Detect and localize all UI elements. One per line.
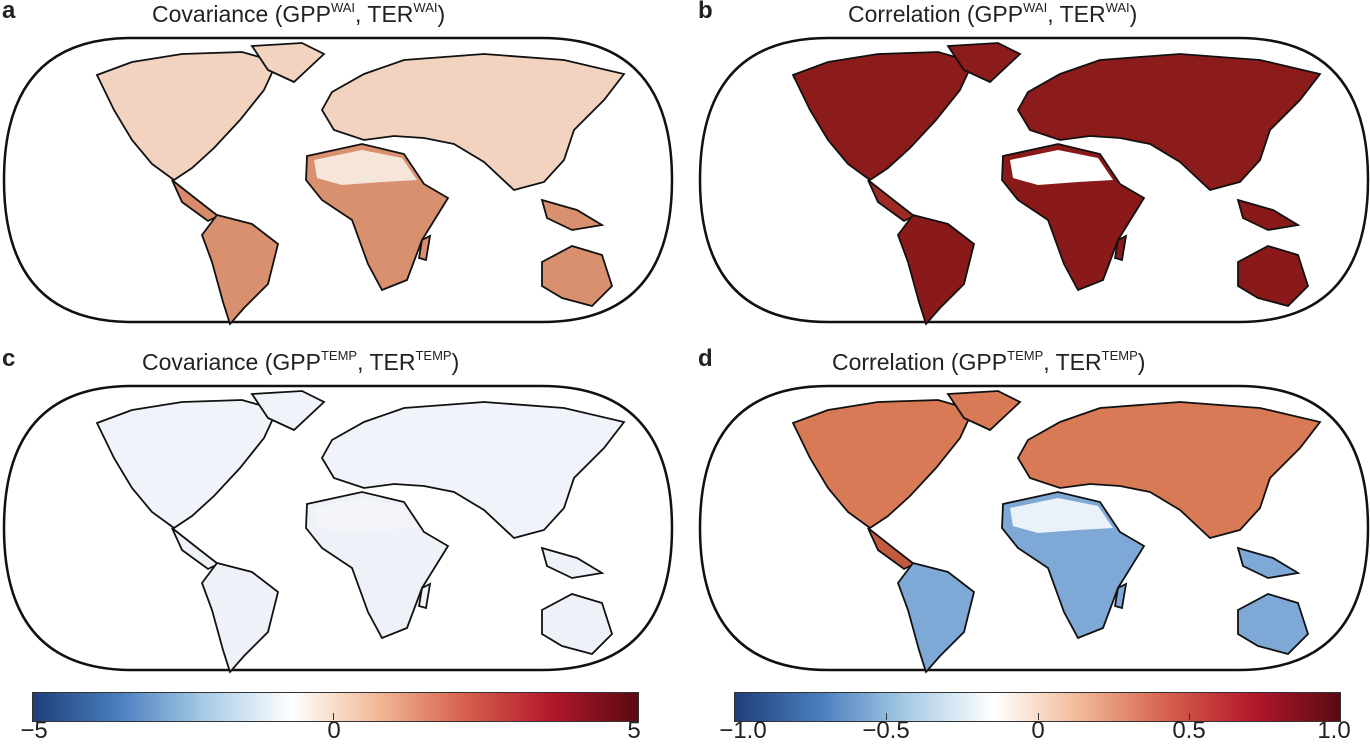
colorbar-covariance <box>32 692 639 722</box>
continent-greenland <box>946 42 1022 84</box>
colorbar-correlation-tick: −1.0 <box>719 717 767 744</box>
continent-southeast-asia <box>540 198 605 231</box>
panel-title: Covariance (GPPTEMP, TERTEMP) <box>142 348 460 375</box>
colorbar-covariance-tick: 5 <box>627 717 641 744</box>
continent-north-america <box>791 399 975 530</box>
colorbar-correlation-tick: −0.5 <box>862 717 910 744</box>
colorbar-covariance-tick: −5 <box>20 717 48 744</box>
continent-north-america <box>791 51 975 182</box>
colorbar-correlation <box>734 692 1341 722</box>
colorbar-covariance-tick: 0 <box>327 717 341 744</box>
continent-central-america <box>171 527 220 571</box>
continent-eurasia <box>1016 53 1322 191</box>
sahara-region <box>314 498 417 533</box>
continent-madagascar <box>417 234 432 262</box>
continent-south-america <box>896 561 976 674</box>
continent-australia <box>541 593 614 656</box>
sahara-region <box>1010 498 1113 533</box>
continent-central-america <box>867 527 916 571</box>
colorbar-correlation-tick: 0 <box>1031 717 1045 744</box>
continent-eurasia <box>320 401 626 539</box>
panel-letter: c <box>2 345 16 372</box>
continent-southeast-asia <box>1236 546 1301 579</box>
world-map <box>2 36 674 326</box>
continent-greenland <box>250 42 326 84</box>
panel-letter: d <box>698 345 713 372</box>
continent-australia <box>1237 593 1310 656</box>
world-map <box>698 36 1370 326</box>
colorbar-correlation-tick: 0.5 <box>1172 717 1206 744</box>
continent-southeast-asia <box>540 546 605 579</box>
map-panel-c: c Covariance (GPPTEMP, TERTEMP) <box>2 345 674 678</box>
world-map <box>2 384 674 674</box>
panel-title: Correlation (GPPTEMP, TERTEMP) <box>832 348 1146 375</box>
continent-north-america <box>95 399 279 530</box>
colorbar-tick-mark <box>886 713 887 720</box>
continent-madagascar <box>1113 582 1128 610</box>
panel-letter: a <box>2 0 16 24</box>
continent-central-america <box>171 179 220 223</box>
map-panel-b: b Correlation (GPPWAI, TERWAI) <box>698 0 1370 330</box>
sahara-region <box>1010 150 1113 185</box>
map-panel-a: a Covariance (GPPWAI, TERWAI) <box>2 0 674 330</box>
continent-eurasia <box>1016 401 1322 539</box>
continent-south-america <box>896 213 976 326</box>
map-panel-d: d Correlation (GPPTEMP, TERTEMP) <box>698 345 1370 678</box>
panel-title: Covariance (GPPWAI, TERWAI) <box>152 0 446 27</box>
colorbar-tick-mark <box>333 713 334 720</box>
continent-eurasia <box>320 53 626 191</box>
continent-southeast-asia <box>1236 198 1301 231</box>
continent-south-america <box>200 213 280 326</box>
panel-letter: b <box>698 0 713 24</box>
world-map <box>698 384 1370 674</box>
continent-australia <box>541 245 614 308</box>
colorbar-tick-mark <box>1189 713 1190 720</box>
sahara-region <box>314 150 417 185</box>
panel-title: Correlation (GPPWAI, TERWAI) <box>848 0 1138 27</box>
continent-north-america <box>95 51 279 182</box>
continent-south-america <box>200 561 280 674</box>
continent-madagascar <box>417 582 432 610</box>
continent-greenland <box>946 390 1022 432</box>
continent-central-america <box>867 179 916 223</box>
continent-greenland <box>250 390 326 432</box>
colorbar-tick-mark <box>1038 713 1039 720</box>
continent-australia <box>1237 245 1310 308</box>
continent-madagascar <box>1113 234 1128 262</box>
colorbar-correlation-tick: 1.0 <box>1317 717 1351 744</box>
